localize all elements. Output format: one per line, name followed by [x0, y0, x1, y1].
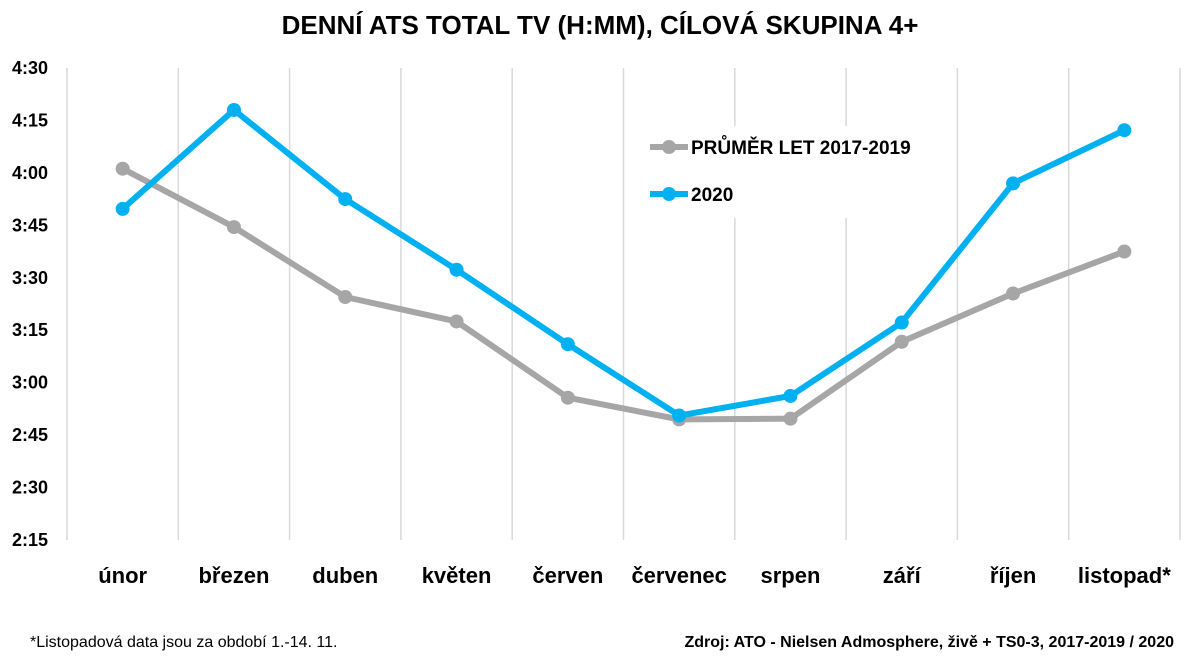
y-tick-label: 3:00	[12, 373, 48, 393]
y-tick-label: 4:00	[12, 163, 48, 183]
data-point-series-1	[1117, 123, 1132, 138]
x-tick-label: červenec	[631, 563, 726, 588]
x-tick-label: květen	[422, 563, 492, 588]
x-tick-label: říjen	[990, 563, 1036, 588]
series-1	[115, 102, 1132, 423]
y-tick-label: 2:30	[12, 478, 48, 498]
data-point-series-1	[560, 337, 575, 352]
x-axis: únor březen duben květen červen červenec srpen…	[98, 563, 1171, 588]
data-point-series-0	[338, 290, 353, 305]
y-tick-label: 4:15	[12, 110, 48, 130]
y-axis: 2:15 2:30 2:45 3:00 3:15 3:30 3:45 4:00 4:15 4:30	[12, 58, 48, 550]
data-point-series-1	[115, 201, 130, 216]
gridlines	[66, 68, 1181, 540]
legend: PRŮMĚR LET 2017-2019 2020	[636, 126, 932, 218]
data-point-series-0	[894, 334, 909, 349]
data-point-series-1	[894, 315, 909, 330]
x-tick-label: září	[883, 563, 922, 588]
data-point-series-1	[449, 262, 464, 277]
y-tick-label: 3:45	[12, 215, 48, 235]
data-point-series-1	[226, 102, 241, 117]
data-point-series-1	[1006, 176, 1021, 191]
legend-entry-series-0: PRŮMĚR LET 2017-2019	[650, 136, 911, 159]
x-tick-label: únor	[98, 563, 147, 588]
data-point-series-0	[1006, 286, 1021, 301]
legend-label-series-1: 2020	[691, 185, 733, 206]
series-0	[115, 161, 1132, 427]
y-tick-label: 3:30	[12, 268, 48, 288]
series-layer	[115, 102, 1132, 427]
data-point-series-0	[1117, 244, 1132, 259]
x-tick-label: březen	[198, 563, 269, 588]
y-tick-label: 2:45	[12, 425, 48, 445]
x-tick-label: srpen	[760, 563, 820, 588]
x-tick-label: duben	[312, 563, 378, 588]
data-point-series-1	[672, 408, 687, 423]
data-point-series-0	[449, 314, 464, 329]
data-point-series-1	[783, 388, 798, 403]
y-tick-label: 3:15	[12, 320, 48, 340]
data-point-series-0	[783, 411, 798, 426]
y-tick-label: 4:30	[12, 58, 48, 78]
footnote: *Listopadová data jsou za období 1.-14. …	[30, 634, 337, 651]
legend-background	[636, 126, 932, 218]
data-point-series-0	[115, 161, 130, 176]
data-point-series-1	[338, 192, 353, 207]
data-point-series-0	[226, 220, 241, 235]
legend-entry-series-1: 2020	[650, 185, 733, 206]
y-tick-label: 2:15	[12, 530, 48, 550]
data-point-series-0	[560, 390, 575, 405]
chart-title: DENNÍ ATS TOTAL TV (H:MM), CÍLOVÁ SKUPIN…	[282, 10, 919, 40]
series-line-0	[119, 165, 1128, 423]
legend-marker-series-0	[662, 140, 676, 154]
x-tick-label: listopad*	[1078, 563, 1171, 588]
x-tick-label: červen	[532, 563, 603, 588]
legend-label-series-0: PRŮMĚR LET 2017-2019	[691, 136, 911, 159]
source-note: Zdroj: ATO - Nielsen Admosphere, živě + …	[684, 634, 1174, 651]
series-line-1	[119, 106, 1128, 419]
legend-marker-series-1	[662, 187, 676, 201]
